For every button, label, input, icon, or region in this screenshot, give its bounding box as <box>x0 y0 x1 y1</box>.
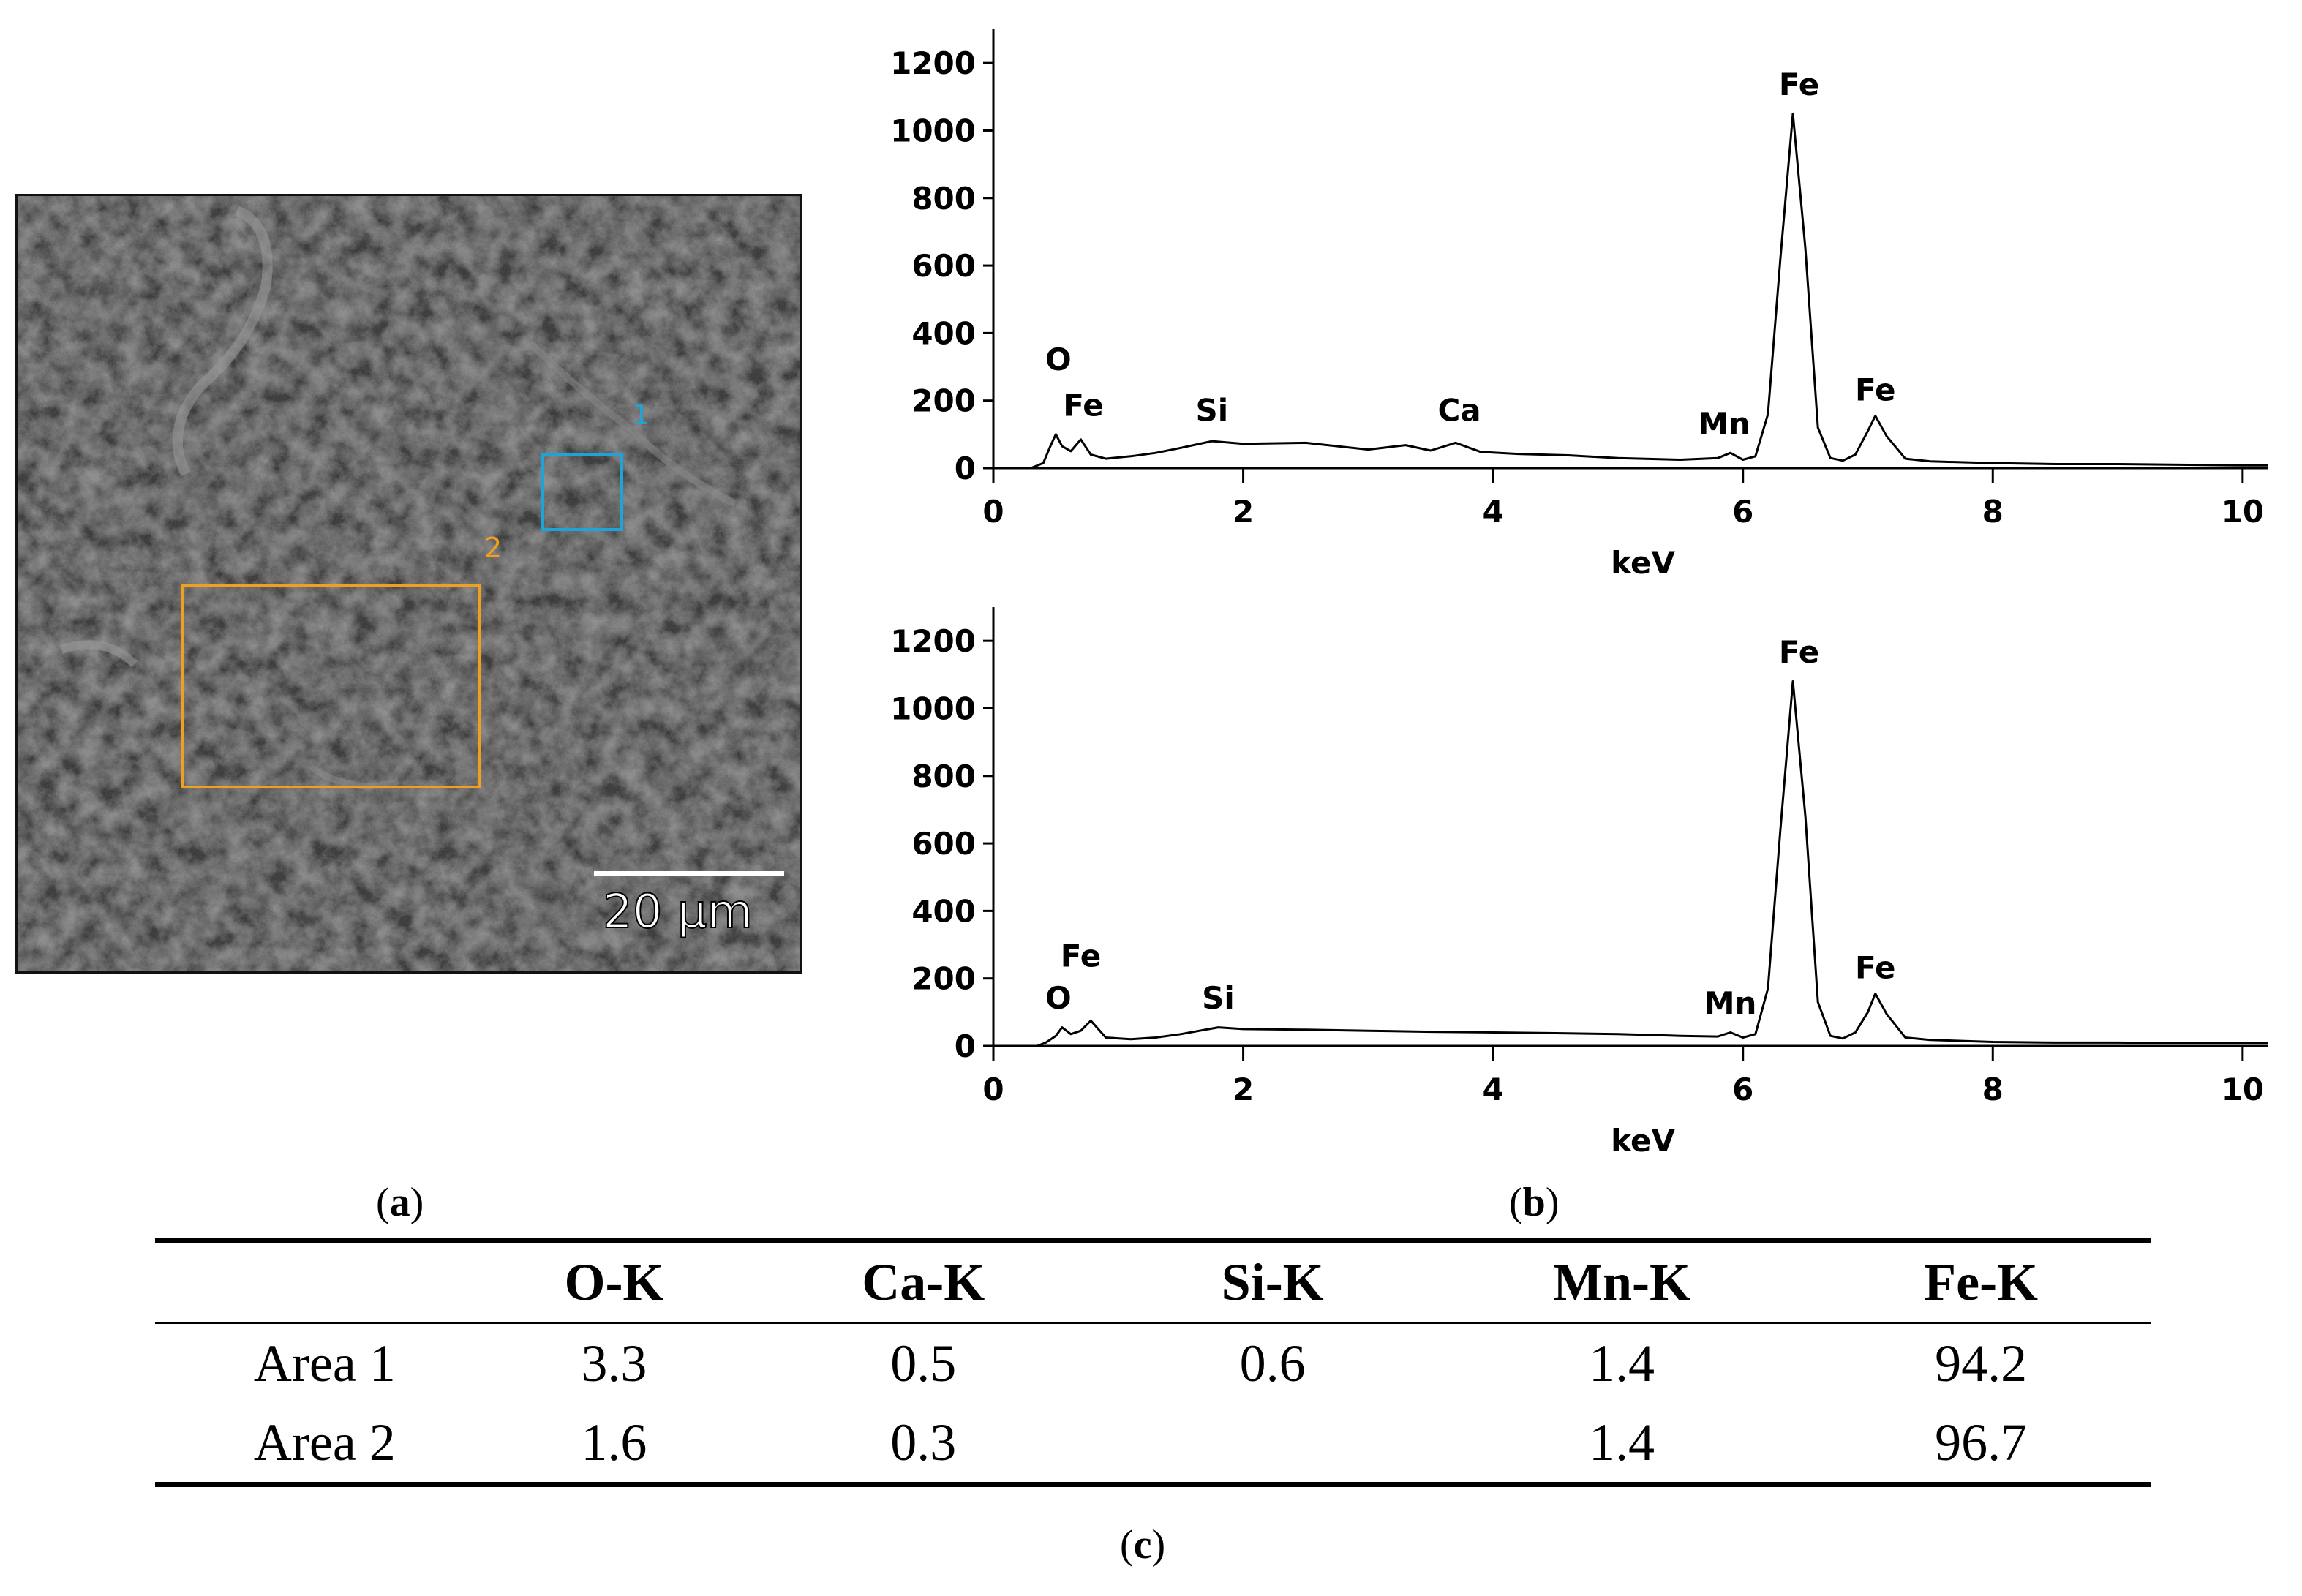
peak-label: Fe <box>1855 950 1895 986</box>
y-tick-label: 600 <box>911 826 976 862</box>
table-header-row: O-K Ca-K Si-K Mn-K Fe-K <box>155 1240 2151 1323</box>
table-cell: 0.3 <box>890 1412 957 1472</box>
roi-2-label: 2 <box>484 532 502 564</box>
table-cell: 96.7 <box>1935 1412 2028 1472</box>
y-tick-label: 200 <box>911 383 976 419</box>
table-cell: Area 2 <box>253 1412 396 1472</box>
peak-label: Fe <box>1063 387 1103 423</box>
x-tick-label: 6 <box>1732 494 1753 530</box>
y-tick-label: 0 <box>955 1028 976 1064</box>
table-cell <box>1113 1403 1432 1485</box>
table-cell: 0.5 <box>890 1333 957 1393</box>
y-tick-label: 1200 <box>890 45 976 81</box>
table-header-cell <box>155 1241 494 1323</box>
peak-label: Mn <box>1704 985 1757 1021</box>
y-tick-label: 400 <box>911 893 976 929</box>
table-cell: 94.2 <box>1935 1333 2028 1393</box>
x-tick-label: 2 <box>1233 494 1254 530</box>
y-tick-label: 800 <box>911 759 976 794</box>
table-header-cell: O-K <box>564 1252 664 1311</box>
x-tick-label: 2 <box>1233 1072 1254 1107</box>
x-tick-label: 4 <box>1483 494 1504 530</box>
panel-label-c: (c) <box>1120 1522 1166 1567</box>
table-header-cell: Mn-K <box>1553 1252 1691 1311</box>
panel-label-b: (b) <box>1509 1180 1560 1225</box>
scale-bar-label: 20 μm <box>603 885 753 939</box>
y-tick-label: 1200 <box>890 623 976 659</box>
peak-label: Si <box>1202 980 1235 1016</box>
x-tick-label: 6 <box>1732 1072 1753 1107</box>
peak-label: Fe <box>1855 372 1895 408</box>
peak-label: Ca <box>1437 392 1481 428</box>
roi-1-label: 1 <box>632 399 650 431</box>
y-tick-label: 400 <box>911 315 976 351</box>
panel-label-a: (a) <box>376 1180 424 1225</box>
table-header-cell: Si-K <box>1221 1252 1324 1311</box>
table-header-cell: Fe-K <box>1924 1252 2039 1311</box>
table-cell: 1.6 <box>581 1412 647 1472</box>
spectrum-line <box>993 112 2268 470</box>
peak-label: O <box>1045 980 1072 1016</box>
peak-label: Mn <box>1698 406 1750 442</box>
table-cell: 3.3 <box>581 1333 647 1393</box>
table-row: Area 2 1.6 0.3 1.4 96.7 <box>155 1403 2151 1485</box>
x-tick-label: 0 <box>982 494 1004 530</box>
x-tick-label: 0 <box>982 1072 1004 1107</box>
peak-label: Fe <box>1779 634 1819 670</box>
table-header-cell: Ca-K <box>862 1252 985 1311</box>
peak-label: Si <box>1196 392 1229 428</box>
table-cell: 1.4 <box>1589 1333 1655 1393</box>
y-tick-label: 1000 <box>890 113 976 148</box>
y-tick-label: 600 <box>911 248 976 284</box>
spectrum-area-2: 0 200 400 600 800 1000 1200 0 2 4 6 8 10 keV Fe O Si Mn Fe… <box>890 607 2268 1159</box>
peak-label: O <box>1045 342 1072 377</box>
spectrum-area-1: 0 200 400 600 800 1000 1200 0 2 4 6 8 10 keV O Fe Si Ca Mn… <box>890 29 2268 581</box>
peak-label: Fe <box>1779 67 1819 102</box>
table-cell: Area 1 <box>253 1333 396 1393</box>
y-tick-label: 800 <box>911 181 976 217</box>
y-tick-label: 200 <box>911 961 976 997</box>
x-axis-label: keV <box>1611 1123 1675 1159</box>
x-tick-label: 10 <box>2222 1072 2264 1107</box>
y-tick-label: 0 <box>955 451 976 486</box>
y-tick-label: 1000 <box>890 690 976 726</box>
table-row: Area 1 3.3 0.5 0.6 1.4 94.2 <box>155 1323 2151 1404</box>
roi-1-box <box>541 453 623 531</box>
roi-2-box <box>181 584 481 788</box>
x-tick-label: 8 <box>1982 494 2004 530</box>
x-tick-label: 10 <box>2222 494 2264 530</box>
x-tick-label: 4 <box>1483 1072 1504 1107</box>
composition-table: O-K Ca-K Si-K Mn-K Fe-K Area 1 3.3 0.5 0… <box>155 1238 2151 1487</box>
sem-micrograph: 1 2 20 μm <box>15 194 802 974</box>
x-axis-label: keV <box>1611 545 1675 581</box>
spectrum-line <box>993 680 2268 1047</box>
peak-label: Fe <box>1061 938 1101 974</box>
table-cell: 1.4 <box>1589 1412 1655 1472</box>
table-cell: 0.6 <box>1239 1333 1306 1393</box>
x-tick-label: 8 <box>1982 1072 2004 1107</box>
